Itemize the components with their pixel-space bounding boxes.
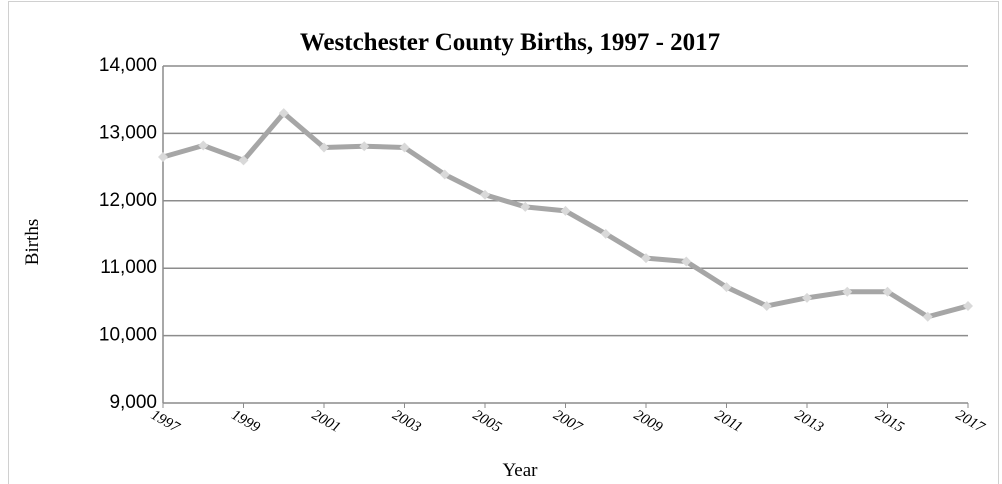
data-point bbox=[439, 169, 450, 180]
y-axis-label: Births bbox=[22, 219, 43, 265]
x-tick-label: 1999 bbox=[229, 407, 263, 436]
data-point bbox=[842, 286, 853, 297]
chart-frame bbox=[8, 1, 999, 484]
data-point bbox=[319, 142, 329, 153]
data-point bbox=[641, 253, 651, 264]
y-tick-label: 12,000 bbox=[99, 190, 157, 211]
x-tick-label: 2001 bbox=[309, 407, 343, 436]
data-point bbox=[802, 292, 812, 303]
y-tick-label: 11,000 bbox=[100, 257, 157, 278]
y-tick-label: 13,000 bbox=[99, 122, 157, 143]
x-axis-label: Year bbox=[502, 460, 538, 481]
data-point bbox=[158, 151, 168, 162]
data-point bbox=[963, 300, 973, 311]
x-tick-label: 2011 bbox=[712, 407, 745, 435]
x-tick-label: 2015 bbox=[873, 407, 907, 436]
data-point bbox=[922, 311, 933, 322]
data-point bbox=[238, 155, 249, 166]
x-tick-label: 1997 bbox=[148, 407, 183, 437]
data-point bbox=[721, 282, 732, 293]
data-point bbox=[359, 141, 370, 152]
data-point bbox=[198, 140, 209, 151]
y-tick-label: 9,000 bbox=[109, 392, 157, 413]
x-tick-label: 2003 bbox=[390, 407, 424, 436]
data-point bbox=[399, 142, 410, 153]
data-point bbox=[761, 300, 772, 311]
data-point bbox=[560, 205, 571, 216]
y-tick-label: 14,000 bbox=[99, 55, 157, 76]
x-tick-label: 2009 bbox=[631, 407, 665, 436]
data-point bbox=[600, 228, 611, 239]
data-point bbox=[681, 256, 692, 267]
x-tick-label: 2013 bbox=[792, 407, 826, 436]
chart-title: Westchester County Births, 1997 - 2017 bbox=[300, 29, 720, 56]
data-point bbox=[278, 108, 289, 119]
data-point bbox=[520, 201, 531, 212]
data-point bbox=[480, 189, 490, 200]
x-tick-label: 2005 bbox=[470, 407, 504, 436]
x-tick-label: 2007 bbox=[551, 407, 586, 437]
y-tick-label: 10,000 bbox=[99, 325, 157, 346]
x-tick-label: 2017 bbox=[953, 407, 988, 437]
data-point bbox=[882, 286, 893, 297]
